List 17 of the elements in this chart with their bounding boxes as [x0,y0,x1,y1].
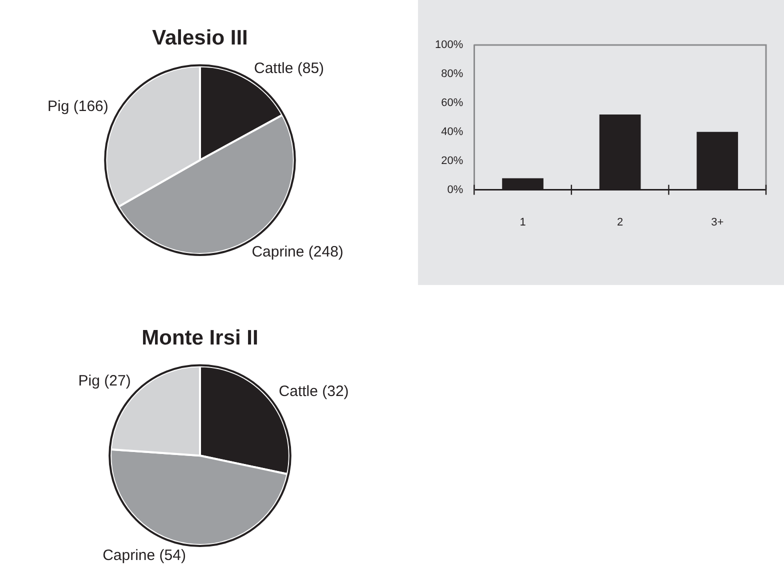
y-tick-label: 20% [441,154,464,167]
slice-label: Caprine (248) [252,244,344,261]
x-tick-label: 1 [520,216,526,228]
y-tick-label: 100% [434,39,464,52]
slice-label: Cattle (32) [278,382,349,400]
slice-label: Pig (166) [48,98,108,116]
y-tick-label: 40% [441,126,464,138]
x-tick-label: 2 [617,216,624,228]
y-tick-label: 0% [447,184,464,196]
y-tick-label: 80% [441,68,464,80]
chart-title: Monte Irsi II [142,326,258,350]
slice-label: Pig (27) [78,372,131,390]
x-tick-label: 3+ [711,216,724,228]
slice-label: Caprine (54) [102,547,186,564]
y-tick-label: 60% [441,96,464,109]
chart-title: Valesio III [152,26,248,50]
slice-label: Cattle (85) [254,60,324,78]
